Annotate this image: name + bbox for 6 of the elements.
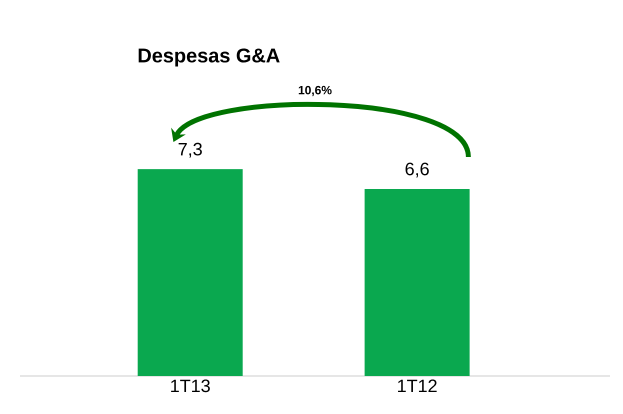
data-label: 7,3 (178, 142, 202, 158)
x-tick-label: 1T12 (398, 380, 437, 392)
text: 10,6% (298, 86, 332, 96)
x-tick-label: 1T13 (171, 380, 210, 392)
chart-title: Despesas G&A (138, 48, 280, 67)
data-label: 6,6 (406, 162, 429, 178)
